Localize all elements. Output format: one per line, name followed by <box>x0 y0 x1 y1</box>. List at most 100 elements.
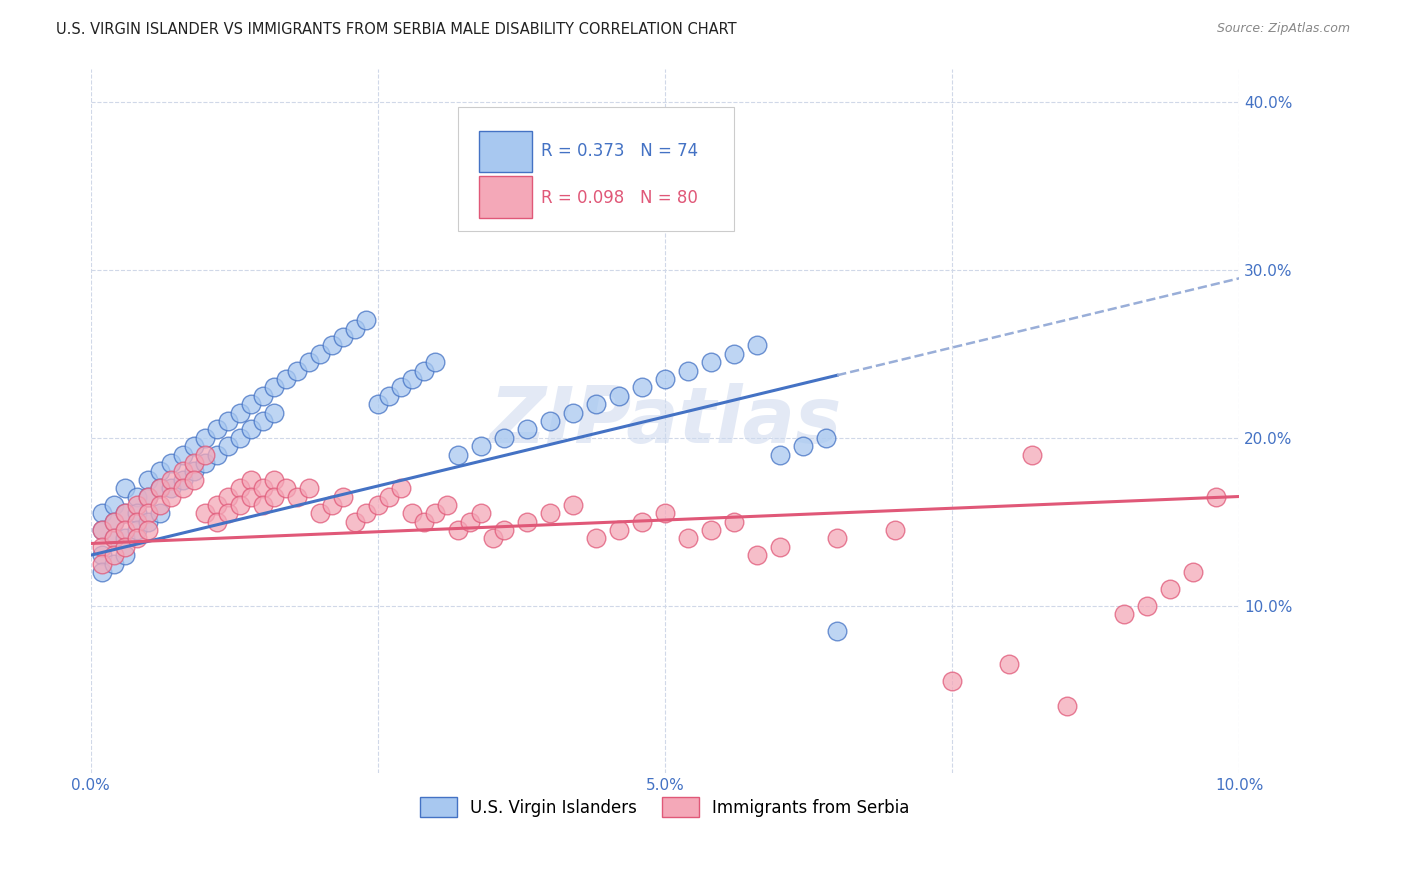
Point <box>217 414 239 428</box>
Point <box>1159 582 1181 596</box>
Point <box>263 380 285 394</box>
Point <box>114 506 136 520</box>
FancyBboxPatch shape <box>458 107 734 231</box>
Point <box>389 481 412 495</box>
Point <box>769 540 792 554</box>
Point <box>160 456 183 470</box>
Point <box>825 624 848 638</box>
Point <box>148 498 170 512</box>
Point <box>343 321 366 335</box>
Point <box>229 498 252 512</box>
Point <box>125 506 148 520</box>
Point <box>240 490 263 504</box>
Point <box>562 136 585 151</box>
Point <box>516 422 538 436</box>
Point <box>298 481 321 495</box>
Point <box>172 448 194 462</box>
Point <box>91 548 114 562</box>
Point <box>172 464 194 478</box>
Point <box>356 506 378 520</box>
Point <box>229 406 252 420</box>
Point <box>631 380 654 394</box>
Text: ZIPatlas: ZIPatlas <box>489 383 841 459</box>
Point <box>631 515 654 529</box>
Point <box>285 490 308 504</box>
Point <box>883 523 905 537</box>
Point <box>298 355 321 369</box>
Point <box>332 330 354 344</box>
Point <box>229 481 252 495</box>
Point <box>172 481 194 495</box>
Point <box>229 431 252 445</box>
Point <box>263 406 285 420</box>
Point <box>745 548 768 562</box>
Point <box>274 481 297 495</box>
Point <box>1056 699 1078 714</box>
Point <box>194 431 217 445</box>
Point <box>814 431 837 445</box>
Point <box>378 490 401 504</box>
Point <box>91 523 114 537</box>
Point <box>436 498 458 512</box>
Point <box>240 473 263 487</box>
Point <box>470 506 492 520</box>
Point <box>309 347 332 361</box>
Point <box>263 490 285 504</box>
Point <box>114 523 136 537</box>
Point <box>494 523 516 537</box>
Point <box>136 515 159 529</box>
Point <box>998 657 1021 672</box>
Point <box>378 389 401 403</box>
Point <box>401 506 423 520</box>
Point <box>136 506 159 520</box>
Point <box>274 372 297 386</box>
Point <box>172 473 194 487</box>
Point <box>562 406 585 420</box>
Point <box>401 372 423 386</box>
Point <box>183 464 205 478</box>
Point <box>447 523 470 537</box>
Point <box>148 464 170 478</box>
Point <box>205 498 228 512</box>
Point <box>367 397 389 411</box>
Point <box>136 490 159 504</box>
Point <box>240 422 263 436</box>
Point <box>792 439 814 453</box>
Point <box>412 363 434 377</box>
Point <box>91 523 114 537</box>
Point <box>136 523 159 537</box>
Point <box>103 498 125 512</box>
Point <box>136 473 159 487</box>
Point <box>321 338 343 352</box>
Point <box>183 456 205 470</box>
Point <box>114 548 136 562</box>
Point <box>1205 490 1227 504</box>
Text: Source: ZipAtlas.com: Source: ZipAtlas.com <box>1216 22 1350 36</box>
Point <box>447 448 470 462</box>
Point <box>941 674 963 689</box>
Point <box>585 532 607 546</box>
Point <box>538 506 561 520</box>
Point <box>160 473 183 487</box>
Point <box>205 422 228 436</box>
Point <box>91 565 114 579</box>
Point <box>723 515 745 529</box>
Point <box>252 414 274 428</box>
Point <box>425 355 447 369</box>
Point <box>148 481 170 495</box>
Point <box>676 532 699 546</box>
Point <box>217 506 239 520</box>
Point <box>125 523 148 537</box>
Point <box>194 448 217 462</box>
FancyBboxPatch shape <box>479 130 531 172</box>
Point <box>103 548 125 562</box>
Point <box>114 506 136 520</box>
Point <box>654 506 676 520</box>
Point <box>745 338 768 352</box>
Point <box>217 439 239 453</box>
Point <box>425 506 447 520</box>
Point <box>263 473 285 487</box>
Point <box>136 490 159 504</box>
Point <box>103 532 125 546</box>
Point <box>217 490 239 504</box>
